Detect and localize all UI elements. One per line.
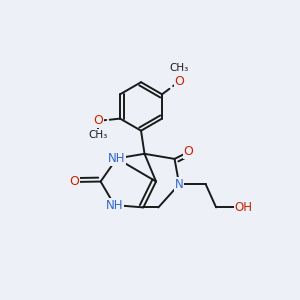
Text: O: O (184, 146, 193, 158)
Text: O: O (174, 75, 184, 88)
Text: NH: NH (108, 152, 125, 165)
Text: CH₃: CH₃ (170, 63, 189, 73)
Text: N: N (175, 178, 184, 191)
Text: CH₃: CH₃ (88, 130, 108, 140)
Text: NH: NH (106, 199, 123, 212)
Text: OH: OH (234, 201, 252, 214)
Text: O: O (93, 114, 103, 128)
Text: O: O (69, 176, 79, 188)
